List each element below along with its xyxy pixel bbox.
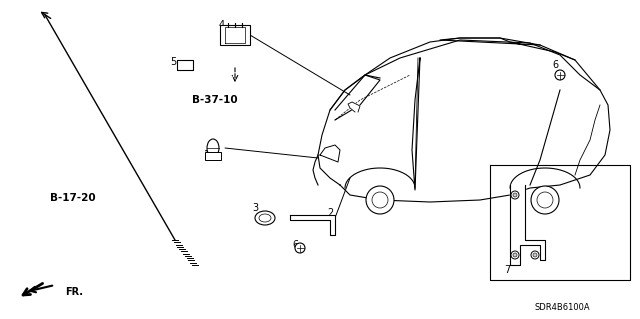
- Text: 6: 6: [552, 60, 558, 70]
- Text: 5: 5: [170, 57, 176, 67]
- Ellipse shape: [255, 211, 275, 225]
- Text: 2: 2: [327, 208, 333, 218]
- FancyBboxPatch shape: [205, 152, 221, 160]
- Text: FR.: FR.: [65, 287, 83, 297]
- Circle shape: [537, 192, 553, 208]
- Text: 3: 3: [252, 203, 258, 213]
- Text: SDR4B6100A: SDR4B6100A: [534, 303, 590, 313]
- Text: 6: 6: [292, 240, 298, 250]
- Circle shape: [555, 70, 565, 80]
- Polygon shape: [348, 102, 360, 112]
- Circle shape: [531, 251, 539, 259]
- Circle shape: [366, 186, 394, 214]
- Circle shape: [295, 243, 305, 253]
- Ellipse shape: [207, 139, 219, 157]
- Text: B-37-10: B-37-10: [192, 95, 238, 105]
- Circle shape: [531, 186, 559, 214]
- Text: B-17-20: B-17-20: [50, 193, 95, 203]
- Circle shape: [513, 253, 517, 257]
- Circle shape: [511, 251, 519, 259]
- Circle shape: [372, 192, 388, 208]
- Polygon shape: [290, 215, 335, 235]
- Polygon shape: [318, 38, 610, 202]
- FancyBboxPatch shape: [177, 60, 193, 70]
- Text: 7: 7: [504, 265, 510, 275]
- Ellipse shape: [259, 214, 271, 222]
- FancyBboxPatch shape: [220, 25, 250, 45]
- Text: 1: 1: [204, 150, 210, 160]
- Polygon shape: [510, 185, 545, 265]
- Circle shape: [533, 253, 537, 257]
- Circle shape: [511, 191, 519, 199]
- Text: 4: 4: [219, 20, 225, 30]
- Circle shape: [513, 193, 517, 197]
